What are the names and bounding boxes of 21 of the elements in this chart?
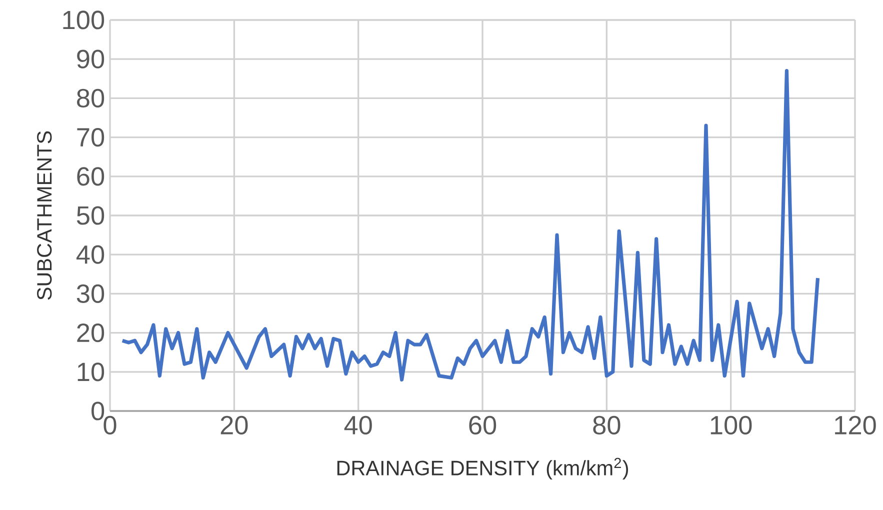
y-tick-label: 100 xyxy=(63,10,104,30)
line-series xyxy=(120,69,820,382)
x-tick-label: 0 xyxy=(104,416,116,435)
y-tick-label: 20 xyxy=(77,323,104,342)
x-axis-title: DRAINAGE DENSITY (km/km$^{2}$) xyxy=(337,458,628,480)
x-tick-label: 20 xyxy=(220,416,248,435)
x-tick-label: 120 xyxy=(835,416,876,435)
y-tick-label: 50 xyxy=(76,206,104,225)
y-tick-label: 90 xyxy=(77,50,104,68)
y-tick-label: 40 xyxy=(76,245,104,264)
y-tick-label: 10 xyxy=(78,362,104,382)
y-tick-label: 60 xyxy=(77,167,104,186)
x-tick-label: 80 xyxy=(593,416,620,435)
y-tick-label: 30 xyxy=(76,284,104,304)
x-tick-label: 40 xyxy=(344,416,372,435)
y-tick-label: 80 xyxy=(77,88,104,108)
x-tick-label: 60 xyxy=(469,416,496,435)
y-tick-label: 70 xyxy=(77,128,104,147)
x-tick-label: 100 xyxy=(710,416,752,435)
y-tick-label: 0 xyxy=(92,402,104,420)
y-axis-title: SUBCATHMENTS xyxy=(37,131,52,300)
